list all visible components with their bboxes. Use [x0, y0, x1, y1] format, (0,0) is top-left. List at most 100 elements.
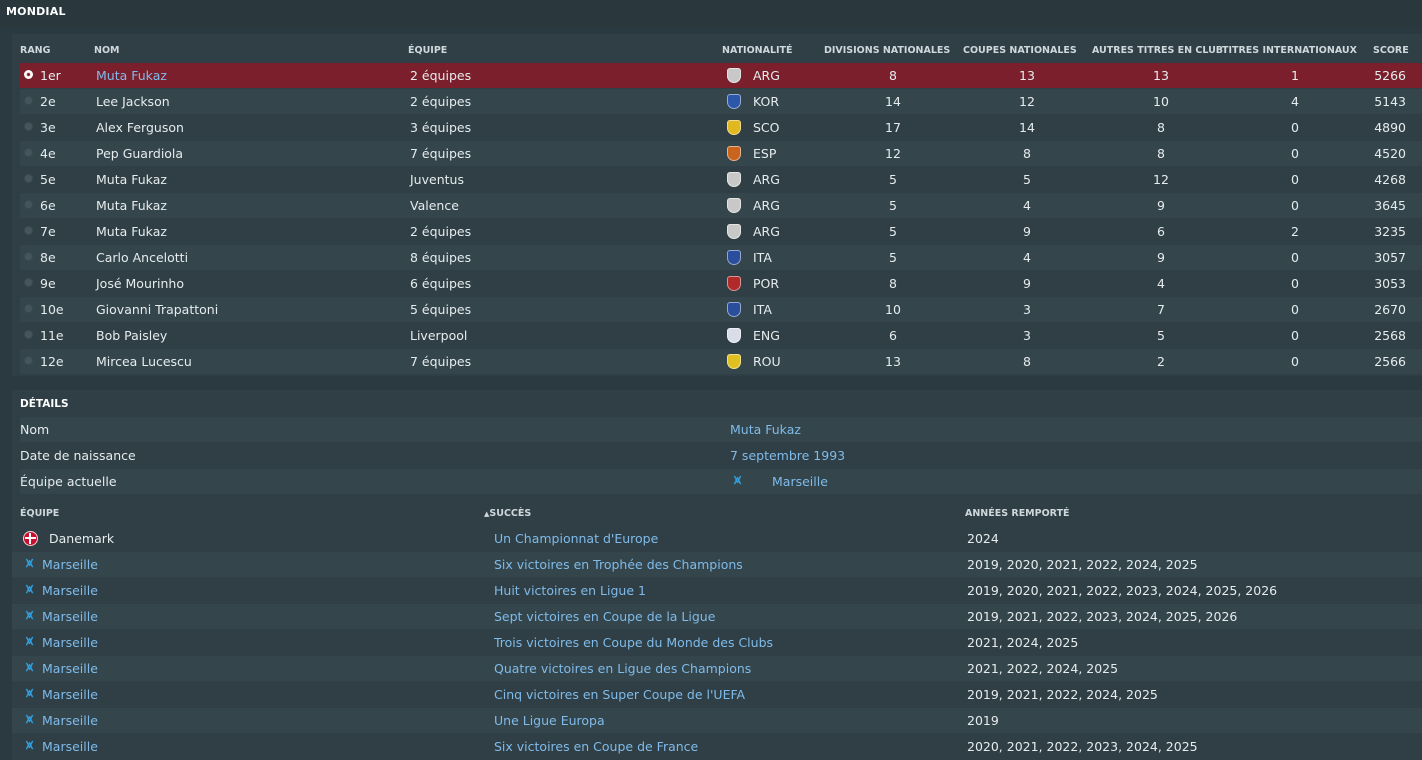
table-row[interactable]: 12e Mircea Lucescu 7 équipes ROU 13 8 2 0 2566: [20, 349, 1422, 374]
details-panel: DÉTAILS Nom Muta Fukaz Date de naissance 7 …: [12, 390, 1422, 760]
honour-team[interactable]: Marseille: [42, 635, 98, 650]
detail-label: Équipe actuelle: [20, 474, 117, 489]
national-cups-cell: 14: [1019, 120, 1035, 135]
honour-success[interactable]: Un Championnat d'Europe: [494, 531, 659, 546]
honour-team[interactable]: Marseille: [42, 609, 98, 624]
nationality-code: ARG: [753, 68, 780, 83]
detail-value[interactable]: Marseille: [772, 474, 828, 489]
honour-row[interactable]: ⩙ Marseille Six victoires en Trophée des C…: [12, 552, 1422, 577]
table-row[interactable]: 6e Muta Fukaz Valence ARG 5 4 9 0 3645: [20, 193, 1422, 218]
column-header-nationality[interactable]: NATIONALITÉ: [722, 45, 793, 56]
other-club-titles-cell: 4: [1157, 276, 1165, 291]
team-cell: 2 équipes: [410, 94, 472, 109]
rank-cell: 6e: [40, 198, 56, 213]
row-radio-icon[interactable]: [24, 148, 33, 157]
score-cell: 4268: [1374, 172, 1406, 187]
table-row[interactable]: 10e Giovanni Trapattoni 5 équipes ITA 10 3 7 0 2…: [20, 297, 1422, 322]
table-row[interactable]: 5e Muta Fukaz Juventus ARG 5 5 12 0 4268: [20, 167, 1422, 192]
score-cell: 3235: [1374, 224, 1406, 239]
rank-cell: 11e: [40, 328, 64, 343]
table-row[interactable]: 1er Muta Fukaz 2 équipes ARG 8 13 13 1 5266: [20, 63, 1422, 88]
team-cell: 3 équipes: [410, 120, 472, 135]
nationality-code: ARG: [753, 224, 780, 239]
column-header-name[interactable]: NOM: [94, 45, 120, 56]
table-row[interactable]: 3e Alex Ferguson 3 équipes SCO 17 14 8 0 4890: [20, 115, 1422, 140]
column-header-score[interactable]: SCORE: [1373, 45, 1409, 56]
honour-success[interactable]: Trois victoires en Coupe du Monde des Cl…: [494, 635, 774, 650]
nationality-code: ENG: [753, 328, 780, 343]
marseille-crest-icon: ⩙: [25, 556, 34, 571]
table-row[interactable]: 7e Muta Fukaz 2 équipes ARG 5 9 6 2 3235: [20, 219, 1422, 244]
row-radio-icon[interactable]: [24, 304, 33, 313]
row-radio-icon[interactable]: [24, 278, 33, 287]
team-cell: 6 équipes: [410, 276, 472, 291]
honour-row[interactable]: ⩙ Marseille Trois victoires en Coupe du Mo…: [12, 630, 1422, 655]
honour-team[interactable]: Marseille: [42, 583, 98, 598]
detail-row: Nom Muta Fukaz: [20, 417, 1422, 442]
national-cups-cell: 5: [1023, 172, 1031, 187]
honour-row[interactable]: ⩙ Marseille Sept victoires en Coupe de la …: [12, 604, 1422, 629]
column-header-team[interactable]: ÉQUIPE: [408, 45, 448, 56]
honour-row[interactable]: ⩙ Marseille Six victoires en Coupe de Fran…: [12, 734, 1422, 759]
honour-row[interactable]: ⩙ Marseille Une Ligue Europa 2019: [12, 708, 1422, 733]
detail-value[interactable]: 7 septembre 1993: [730, 448, 846, 463]
column-header-honour-success[interactable]: ▲SUCCÈS: [484, 508, 532, 519]
honour-team[interactable]: Marseille: [42, 713, 98, 728]
honour-success[interactable]: Sept victoires en Coupe de la Ligue: [494, 609, 716, 624]
national-cups-cell: 8: [1023, 354, 1031, 369]
column-header-national-divisions[interactable]: DIVISIONS NATIONALES: [824, 45, 951, 56]
column-header-honour-team[interactable]: ÉQUIPE: [20, 508, 60, 519]
marseille-crest-icon: ⩙: [25, 660, 34, 675]
international-titles-cell: 4: [1291, 94, 1299, 109]
row-radio-icon[interactable]: [24, 252, 33, 261]
honour-success[interactable]: Une Ligue Europa: [494, 713, 605, 728]
rank-cell: 1er: [40, 68, 61, 83]
honour-success[interactable]: Cinq victoires en Super Coupe de l'UEFA: [494, 687, 746, 702]
honour-row[interactable]: ⩙ Marseille Quatre victoires en Ligue des …: [12, 656, 1422, 681]
score-cell: 5143: [1374, 94, 1406, 109]
row-radio-icon[interactable]: [24, 96, 33, 105]
honour-team[interactable]: Marseille: [42, 739, 98, 754]
row-radio-icon[interactable]: [24, 70, 33, 79]
honour-team[interactable]: Marseille: [42, 661, 98, 676]
column-header-honour-years[interactable]: ANNÉES REMPORTÉ: [965, 508, 1070, 519]
table-row[interactable]: 8e Carlo Ancelotti 8 équipes ITA 5 4 9 0 3057: [20, 245, 1422, 270]
row-radio-icon[interactable]: [24, 330, 33, 339]
nationality-code: ARG: [753, 198, 780, 213]
honour-success[interactable]: Six victoires en Coupe de France: [494, 739, 699, 754]
marseille-crest-icon: ⩙: [25, 686, 34, 701]
team-cell: 5 équipes: [410, 302, 472, 317]
honour-row[interactable]: Danemark Un Championnat d'Europe 2024: [12, 526, 1422, 551]
column-header-rank[interactable]: RANG: [20, 45, 51, 56]
honour-row[interactable]: ⩙ Marseille Cinq victoires en Super Coupe …: [12, 682, 1422, 707]
table-row[interactable]: 4e Pep Guardiola 7 équipes ESP 12 8 8 0 4520: [20, 141, 1422, 166]
table-row[interactable]: 2e Lee Jackson 2 équipes KOR 14 12 10 4 5143: [20, 89, 1422, 114]
national-cups-cell: 4: [1023, 250, 1031, 265]
row-radio-icon[interactable]: [24, 356, 33, 365]
honour-team[interactable]: Marseille: [42, 687, 98, 702]
honour-row[interactable]: ⩙ Marseille Huit victoires en Ligue 1 2019,…: [12, 578, 1422, 603]
column-header-national-cups[interactable]: COUPES NATIONALES: [963, 45, 1077, 56]
national-cups-cell: 12: [1019, 94, 1035, 109]
honour-success[interactable]: Quatre victoires en Ligue des Champions: [494, 661, 752, 676]
column-header-international-titles[interactable]: TITRES INTERNATIONAUX: [1222, 45, 1357, 56]
nationality-code: ROU: [753, 354, 781, 369]
team-cell: 2 équipes: [410, 68, 472, 83]
manager-name[interactable]: Muta Fukaz: [96, 68, 167, 83]
honour-years: 2020, 2021, 2022, 2023, 2024, 2025: [967, 739, 1198, 754]
honour-success[interactable]: Huit victoires en Ligue 1: [494, 583, 646, 598]
row-radio-icon[interactable]: [24, 174, 33, 183]
honour-team[interactable]: Marseille: [42, 557, 98, 572]
international-titles-cell: 0: [1291, 172, 1299, 187]
row-radio-icon[interactable]: [24, 226, 33, 235]
row-radio-icon[interactable]: [24, 200, 33, 209]
honour-success[interactable]: Six victoires en Trophée des Champions: [494, 557, 743, 572]
detail-value[interactable]: Muta Fukaz: [730, 422, 801, 437]
table-row[interactable]: 9e José Mourinho 6 équipes POR 8 9 4 0 3053: [20, 271, 1422, 296]
table-row[interactable]: 11e Bob Paisley Liverpool ENG 6 3 5 0 2568: [20, 323, 1422, 348]
row-radio-icon[interactable]: [24, 122, 33, 131]
column-header-other-club-titles[interactable]: AUTRES TITRES EN CLUB: [1092, 45, 1224, 56]
details-title: DÉTAILS: [20, 398, 69, 410]
honour-years: 2019, 2021, 2022, 2024, 2025: [967, 687, 1158, 702]
score-cell: 3645: [1374, 198, 1406, 213]
